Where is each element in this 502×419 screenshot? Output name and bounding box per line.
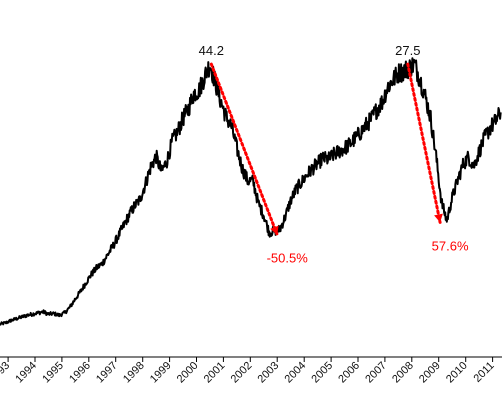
x-tick-label: 2007	[363, 360, 389, 386]
drawdown-arrowhead	[434, 213, 443, 223]
x-tick-label: 2011	[472, 360, 497, 385]
x-tick-layer: 1993 1994 1995 1996 1997 1998 1999 2000 2001 2002…	[0, 357, 497, 385]
x-tick-label: 2008	[390, 360, 416, 386]
annotation-layer: 44.2 27.5 -50.5% 57.6%	[199, 43, 469, 266]
x-tick-label: 1998	[121, 360, 147, 386]
peak-label: 44.2	[199, 43, 224, 58]
drawdown-label: 57.6%	[432, 238, 469, 253]
x-tick-label: 1995	[40, 360, 66, 386]
peak-label: 27.5	[395, 43, 420, 58]
drawdown-arrow	[209, 62, 279, 237]
x-tick-label: 2004	[283, 360, 309, 386]
x-tick-label: 1996	[67, 360, 93, 386]
x-tick-label: 2009	[417, 360, 443, 386]
x-tick-label: 2010	[444, 360, 470, 386]
x-tick-label: 2003	[256, 360, 282, 386]
x-tick-label: 2002	[229, 360, 255, 386]
drawdown-arrow	[406, 62, 442, 224]
x-tick-label: 2001	[202, 360, 228, 386]
series-layer	[0, 57, 502, 326]
x-tick-label: 2000	[175, 360, 201, 386]
drawdown-label: -50.5%	[267, 251, 309, 266]
series-line	[0, 57, 502, 326]
x-tick-label: 1999	[148, 360, 174, 386]
x-tick-label: 2005	[309, 360, 335, 386]
x-tick-label: 2006	[336, 360, 362, 386]
x-tick-label: 1994	[13, 360, 39, 386]
x-tick-label: 1997	[94, 360, 120, 386]
x-tick-label: 1993	[0, 360, 12, 386]
drawdown-arrowhead	[270, 225, 279, 235]
